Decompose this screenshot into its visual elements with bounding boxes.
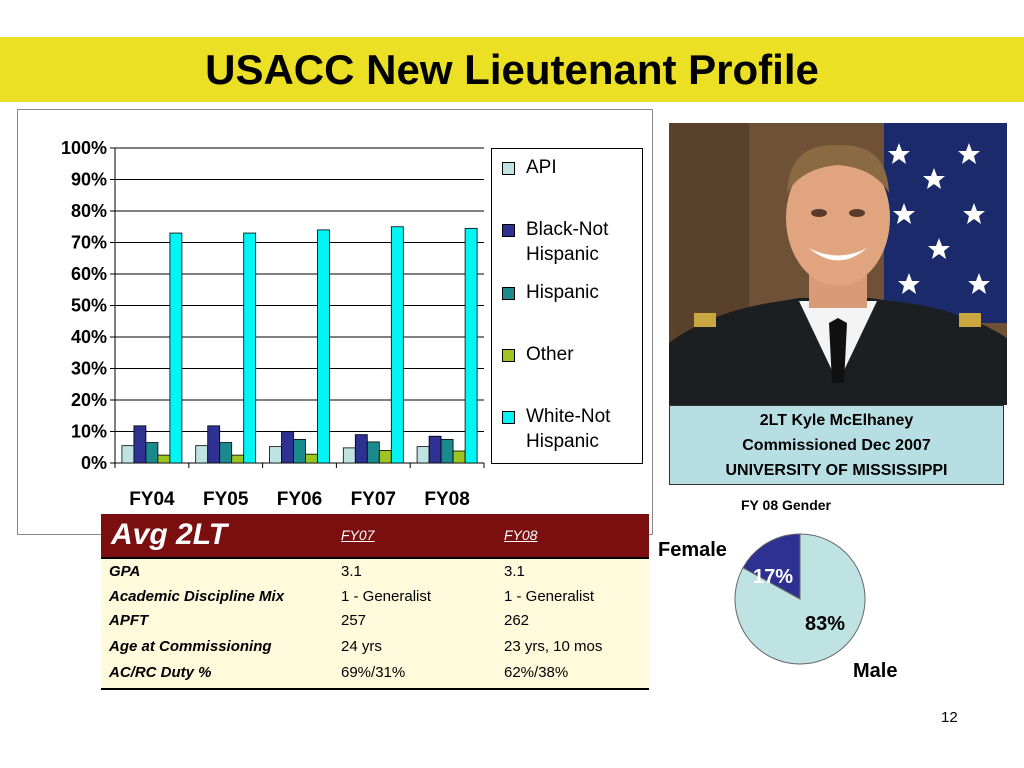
row-value-fy07: 69%/31% [341, 664, 406, 681]
row-value-fy08: 262 [504, 612, 530, 629]
bar [305, 453, 318, 464]
bar [145, 442, 159, 464]
bar [231, 454, 245, 464]
row-value-fy08: 3.1 [504, 563, 525, 580]
y-tick-label: 20% [71, 390, 107, 410]
y-tick-label: 100% [61, 138, 107, 158]
bar [464, 227, 478, 464]
table-row: Academic Discipline Mix 1 - Generalist 1… [101, 584, 649, 609]
bar [195, 445, 209, 464]
table-body: GPA 3.1 3.1 Academic Discipline Mix 1 - … [101, 559, 649, 690]
table-row: AC/RC Duty % 69%/31% 62%/38% [101, 660, 649, 685]
legend-label-white-not-hispanic: White-Not Hispanic [526, 406, 611, 452]
pie-slice-female [742, 533, 801, 600]
x-tick-label: FY07 [351, 489, 396, 510]
x-tick-label: FY06 [277, 489, 322, 510]
bar [281, 431, 294, 464]
bar [366, 441, 380, 464]
table-row: APFT 257 262 [101, 608, 649, 633]
officer-portrait-image [669, 123, 1007, 405]
chart-legend: API Black-Not Hispanic Hispanic Other Whi… [491, 148, 643, 464]
row-label: GPA [109, 563, 141, 580]
bar [416, 446, 430, 464]
caption-name: 2LT Kyle McElhaney [759, 412, 914, 429]
photo-caption: 2LT Kyle McElhaney Commissioned Dec 2007… [669, 405, 1004, 485]
gender-pie-chart: 17% 83% Female Male [658, 533, 897, 682]
legend-swatch-other [502, 349, 515, 362]
bar [452, 450, 466, 464]
legend-label-black-not-hispanic: Black-Not Hispanic [526, 219, 609, 265]
pie-slice-male [734, 533, 866, 665]
caption-university: UNIVERSITY OF MISSISSIPPI [725, 462, 948, 479]
legend-label-api: API [526, 157, 557, 178]
y-tick-label: 60% [71, 264, 107, 284]
pie-value-male: 83% [805, 613, 845, 635]
bar [378, 449, 392, 464]
legend-swatch-black-not-hispanic [502, 224, 515, 237]
y-tick-label: 90% [71, 170, 107, 190]
bar-chart: 0% 10% 20% 30% 40% 50% 60% 70% 80% 90% 100% FY04 FY0… [61, 138, 485, 510]
bar [428, 435, 442, 464]
row-label: Academic Discipline Mix [109, 588, 285, 605]
legend-label-hispanic: Hispanic [526, 282, 599, 303]
y-tick-label: 50% [71, 296, 107, 316]
y-tick-label: 70% [71, 233, 107, 253]
officer-photo [669, 123, 1007, 405]
table-header: Avg 2LT FY07 FY08 [101, 514, 649, 559]
row-value-fy08: 1 - Generalist [504, 588, 595, 605]
page-number: 12 [941, 709, 958, 726]
table-row: Age at Commissioning 24 yrs 23 yrs, 10 m… [101, 634, 649, 659]
bar [207, 425, 221, 464]
y-tick-label: 10% [71, 422, 107, 442]
row-value-fy07: 257 [341, 612, 367, 629]
x-tick-label: FY04 [129, 489, 175, 510]
pie-chart-title: FY 08 Gender [741, 497, 832, 513]
bar [440, 438, 454, 464]
row-value-fy07: 3.1 [341, 563, 362, 580]
y-tick-label: 30% [71, 359, 107, 379]
y-tick-label: 0% [81, 453, 107, 473]
table-title: Avg 2LT [111, 518, 228, 551]
row-value-fy07: 1 - Generalist [341, 588, 432, 605]
bar [317, 229, 330, 464]
bar [121, 445, 135, 464]
y-tick-label: 40% [71, 327, 107, 347]
row-value-fy08: 62%/38% [504, 664, 569, 681]
row-label: Age at Commissioning [109, 638, 272, 655]
x-tick-label: FY08 [424, 489, 469, 510]
bar [243, 232, 257, 464]
row-value-fy07: 24 yrs [341, 638, 382, 655]
y-tick-label: 80% [71, 201, 107, 221]
pie-label-male: Male [853, 660, 897, 682]
x-tick-label: FY05 [203, 489, 249, 510]
title-bar [0, 37, 1024, 102]
column-header-fy08: FY08 [504, 527, 538, 543]
legend-swatch-api [502, 162, 515, 175]
bar [354, 434, 368, 464]
legend-swatch-white-not-hispanic [502, 411, 515, 424]
bar [390, 226, 404, 464]
bar [157, 454, 171, 464]
table-row: GPA 3.1 3.1 [101, 559, 649, 584]
legend-swatch-hispanic [502, 287, 515, 300]
bar [169, 232, 183, 464]
bar [219, 442, 233, 464]
bar [133, 425, 147, 464]
bar [269, 446, 282, 464]
bar [293, 438, 306, 464]
row-label: APFT [109, 612, 149, 629]
column-header-fy07: FY07 [341, 527, 375, 543]
pie-value-female: 17% [753, 566, 793, 588]
row-value-fy08: 23 yrs, 10 mos [504, 638, 603, 655]
pie-label-female: Female [658, 539, 727, 561]
page-title: USACC New Lieutenant Profile [205, 46, 819, 93]
avg-2lt-table: Avg 2LT FY07 FY08 GPA 3.1 3.1 Academic D… [101, 514, 649, 690]
legend-label-other: Other [526, 344, 574, 365]
row-label: AC/RC Duty % [109, 664, 212, 681]
bar [342, 447, 356, 464]
caption-commission-date: Commissioned Dec 2007 [742, 437, 931, 454]
